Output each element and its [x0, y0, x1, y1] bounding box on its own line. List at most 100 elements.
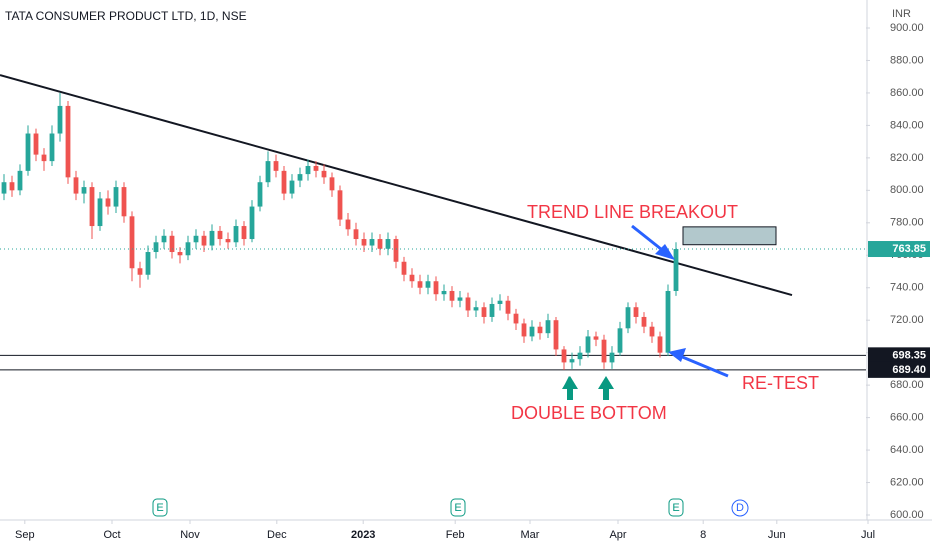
level-label: 698.35	[892, 349, 926, 361]
currency: INR	[892, 8, 911, 20]
event-icon[interactable]	[668, 498, 684, 517]
trend-line	[0, 74, 793, 297]
event-label: D	[736, 502, 744, 514]
candle-body	[281, 170, 287, 194]
candle-body	[649, 326, 655, 337]
candle-body	[177, 252, 183, 256]
candle-body	[617, 328, 623, 353]
candle-body	[9, 182, 15, 191]
x-tick-label: Feb	[446, 529, 465, 541]
x-tick-label: Oct	[103, 529, 120, 541]
candle-body	[225, 239, 231, 243]
y-tick-label: 720.00	[890, 314, 924, 326]
candle-body	[409, 274, 415, 282]
candle-body	[33, 133, 39, 155]
last-price-box	[868, 241, 930, 258]
x-tick-label: Jun	[768, 529, 786, 541]
y-tick-label: 780.00	[890, 217, 924, 229]
candle-body	[121, 187, 127, 217]
event-icon[interactable]	[152, 498, 168, 517]
candle-body	[217, 230, 223, 240]
candle-body	[81, 187, 87, 194]
x-tick-label: Apr	[609, 529, 626, 541]
up-arrow	[598, 376, 614, 400]
arrows	[562, 224, 729, 400]
candle-body	[233, 226, 239, 243]
candle-body	[521, 323, 527, 337]
candle-body	[537, 326, 543, 334]
candle-body	[361, 239, 367, 246]
candle-body	[169, 235, 175, 253]
events: E E E D	[152, 498, 749, 517]
candle-body	[633, 307, 639, 317]
chart-title: TATA CONSUMER PRODUCT LTD, 1D, NSE	[5, 9, 247, 23]
y-tick-label: 740.00	[890, 282, 924, 294]
level-label: 689.40	[892, 364, 926, 376]
candle-body	[289, 180, 295, 194]
candle-body	[593, 336, 599, 340]
x-tick-label: 8	[700, 529, 706, 541]
x-tick-label: 2023	[351, 529, 375, 541]
candle-body	[345, 219, 351, 230]
candle-body	[273, 161, 279, 171]
candle-body	[505, 300, 511, 314]
x-tick-label: Nov	[180, 529, 200, 541]
candle-body	[497, 300, 503, 304]
candle-body	[401, 261, 407, 275]
candle-body	[433, 281, 439, 295]
candle-body	[89, 187, 95, 227]
candle-body	[209, 230, 215, 246]
annotation: DOUBLE BOTTOM	[511, 403, 667, 423]
candle-body	[201, 235, 207, 246]
x-tick-label: Sep	[15, 529, 35, 541]
candle-body	[257, 182, 263, 207]
candle-body	[1, 182, 7, 194]
y-tick-label: 660.00	[890, 412, 924, 424]
candle-body	[57, 105, 63, 134]
arrow	[679, 354, 729, 378]
candle-body	[481, 307, 487, 317]
candle-body	[137, 268, 143, 275]
y-tick-label: 880.00	[890, 54, 924, 66]
candle-body	[553, 320, 559, 350]
candle-body	[153, 242, 159, 253]
candle-body	[561, 349, 567, 363]
candle-body	[297, 174, 303, 181]
plot	[0, 74, 866, 371]
candle-body	[441, 290, 447, 295]
x-tick-label: Mar	[521, 529, 540, 541]
candle-body	[425, 281, 431, 288]
candle-body	[145, 252, 151, 275]
x-tick-label: Jul	[861, 529, 875, 541]
y-tick-label: 680.00	[890, 379, 924, 391]
event-icon[interactable]	[731, 499, 749, 517]
y-tick-label: 800.00	[890, 184, 924, 196]
target-box	[682, 226, 777, 246]
annotation: TREND LINE BREAKOUT	[527, 202, 738, 222]
y-tick-label: 840.00	[890, 119, 924, 131]
candle-body	[665, 290, 671, 353]
y-tick-label: 860.00	[890, 87, 924, 99]
candle-body	[385, 239, 391, 249]
candle-body	[129, 216, 135, 269]
last-price-label: 763.85	[892, 243, 926, 255]
y-tick-label: 620.00	[890, 476, 924, 488]
candle-body	[41, 154, 47, 162]
candle-body	[329, 177, 335, 191]
y-tick-label: 600.00	[890, 509, 924, 521]
event-label: E	[454, 502, 461, 514]
candle-body	[105, 198, 111, 207]
candle-body	[321, 170, 327, 178]
candle-body	[449, 290, 455, 301]
y-tick-label: 900.00	[890, 22, 924, 34]
candle-body	[369, 239, 375, 246]
candle-body	[585, 336, 591, 353]
event-icon[interactable]	[450, 498, 466, 517]
candle-body	[377, 239, 383, 249]
candle-body	[193, 235, 199, 243]
candle-body	[569, 359, 575, 363]
candle-body	[673, 249, 679, 291]
candle-body	[265, 161, 271, 183]
candle-body	[625, 307, 631, 329]
